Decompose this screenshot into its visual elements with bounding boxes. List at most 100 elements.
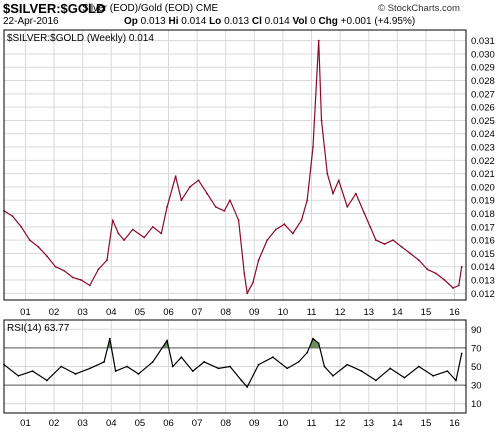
rsi-point bbox=[446, 370, 449, 373]
chart-date: 22-Apr-2016 bbox=[3, 16, 59, 27]
price-point bbox=[251, 281, 254, 284]
rsi-point bbox=[191, 370, 194, 373]
price-point bbox=[180, 199, 183, 202]
chart-ticker: $SILVER:$GOLD bbox=[3, 1, 106, 16]
rsi-point bbox=[257, 363, 260, 366]
rsi-point bbox=[272, 356, 274, 359]
y-tick-label: 30 bbox=[471, 381, 482, 392]
price-point bbox=[300, 219, 303, 222]
low-label: Lo bbox=[209, 16, 222, 27]
close-value: 0.014 bbox=[264, 16, 290, 27]
price-point bbox=[71, 276, 74, 279]
y-tick-label: 50 bbox=[471, 362, 482, 373]
chart-subtitle: Silver (EOD)/Gold (EOD) CME bbox=[82, 3, 219, 14]
price-point bbox=[457, 284, 460, 287]
rsi-point bbox=[360, 370, 363, 373]
y-tick-label: 0.016 bbox=[471, 236, 495, 247]
price-series-line bbox=[3, 39, 463, 294]
price-point bbox=[28, 239, 31, 242]
price-point bbox=[143, 236, 146, 239]
price-point bbox=[283, 223, 286, 226]
price-point bbox=[312, 146, 314, 148]
y-tick-label: 0.013 bbox=[471, 276, 495, 287]
y-tick-label: 0.029 bbox=[471, 63, 495, 74]
rsi-point bbox=[240, 379, 243, 382]
rsi-point bbox=[306, 351, 309, 354]
price-point bbox=[374, 239, 377, 242]
x-tick-label: 10 bbox=[278, 307, 289, 318]
x-tick-label: 05 bbox=[135, 307, 146, 318]
price-point bbox=[409, 252, 412, 255]
rsi-point bbox=[180, 356, 183, 359]
x-tick-label: 10 bbox=[278, 418, 289, 429]
copyright-text: © StockCharts.com bbox=[378, 3, 460, 14]
rsi-point bbox=[346, 363, 349, 366]
rsi-point bbox=[60, 365, 63, 368]
y-tick-label: 0.024 bbox=[471, 129, 495, 140]
rsi-point bbox=[74, 373, 77, 375]
price-point bbox=[354, 192, 357, 195]
x-tick-label: 02 bbox=[49, 307, 60, 318]
x-tick-label: 04 bbox=[106, 307, 117, 318]
rsi-point bbox=[137, 373, 140, 375]
rsi-panel: 10 30 50 70 90 01 02 03 04 05 06 07 08 09 10 11 12 13 14 15… bbox=[3, 319, 482, 429]
series-legend: RSI(14) 63.77 bbox=[7, 323, 70, 334]
y-tick-label: 0.022 bbox=[471, 156, 495, 167]
price-point bbox=[246, 292, 249, 295]
price-point bbox=[160, 232, 163, 235]
price-point bbox=[435, 272, 437, 275]
price-point bbox=[274, 228, 277, 231]
price-point bbox=[97, 268, 100, 271]
price-point bbox=[452, 287, 455, 289]
rsi-point bbox=[229, 365, 231, 368]
x-tick-label: 01 bbox=[20, 418, 31, 429]
y-tick-label: 0.026 bbox=[471, 103, 495, 114]
price-point bbox=[346, 205, 349, 208]
x-tick-label: 09 bbox=[249, 418, 260, 429]
x-tick-label: 16 bbox=[449, 418, 460, 429]
x-tick-label: 08 bbox=[220, 418, 231, 429]
price-point bbox=[197, 179, 200, 182]
price-point bbox=[306, 199, 309, 202]
rsi-point bbox=[88, 367, 91, 370]
x-tick-label: 15 bbox=[421, 418, 432, 429]
open-label: Op bbox=[124, 16, 138, 27]
price-point bbox=[123, 239, 126, 242]
price-point bbox=[392, 239, 394, 242]
price-point bbox=[266, 239, 269, 242]
price-point bbox=[326, 172, 329, 175]
rsi-point bbox=[403, 376, 406, 379]
price-point bbox=[166, 205, 168, 208]
high-value: 0.014 bbox=[181, 16, 207, 27]
x-tick-label: 15 bbox=[421, 307, 432, 318]
x-tick-label: 06 bbox=[163, 418, 174, 429]
y-tick-label: 10 bbox=[471, 399, 482, 410]
rsi-point bbox=[323, 365, 326, 368]
rsi-point bbox=[312, 337, 314, 340]
x-tick-label: 09 bbox=[249, 307, 260, 318]
y-tick-label: 0.015 bbox=[471, 249, 495, 260]
price-point bbox=[106, 259, 108, 261]
panel-frame bbox=[3, 319, 467, 414]
price-point bbox=[88, 284, 91, 287]
x-tick-label: 06 bbox=[163, 307, 174, 318]
rsi-point bbox=[417, 365, 420, 368]
price-point bbox=[63, 269, 65, 272]
series-legend: $SILVER:$GOLD (Weekly) 0.014 bbox=[7, 33, 154, 44]
price-point bbox=[11, 215, 14, 218]
rsi-point bbox=[17, 374, 20, 377]
y-tick-label: 0.030 bbox=[471, 49, 495, 60]
price-point bbox=[426, 268, 429, 271]
price-point bbox=[417, 259, 420, 261]
vol-label: Vol bbox=[292, 16, 308, 27]
rsi-point bbox=[332, 374, 334, 377]
vol-value: 0 bbox=[310, 16, 316, 27]
rsi-point bbox=[114, 370, 117, 373]
x-tick-label: 13 bbox=[363, 307, 374, 318]
chg-value: +0.001 (+4.95%) bbox=[340, 16, 416, 27]
y-tick-label: 0.028 bbox=[471, 76, 495, 87]
x-tick-label: 14 bbox=[392, 418, 403, 429]
rsi-point bbox=[103, 360, 106, 363]
x-tick-label: 08 bbox=[220, 307, 231, 318]
rsi-point bbox=[171, 365, 174, 368]
